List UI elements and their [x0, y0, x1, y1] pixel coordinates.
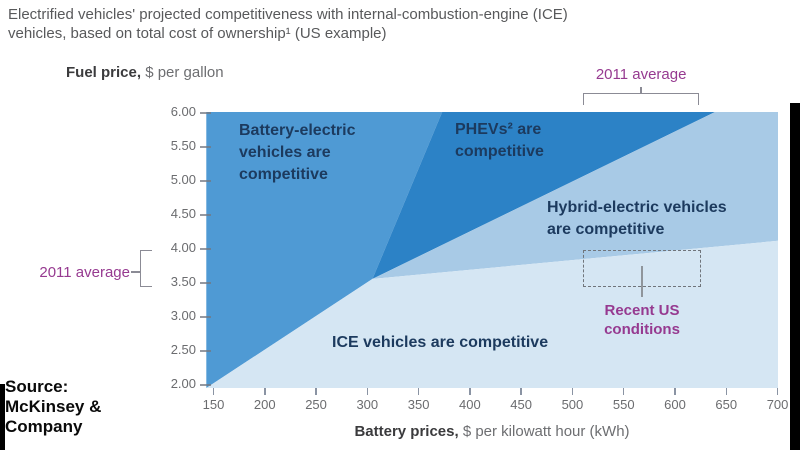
region-hybrid: [372, 112, 778, 279]
x-tick-mark: [520, 388, 522, 395]
chart-title: Electrified vehicles' projected competit…: [8, 6, 758, 43]
x-axis-title-bold: Battery prices,: [354, 423, 459, 440]
y-tick-label: 3.50: [170, 274, 196, 289]
y-axis-title-bold: Fuel price,: [66, 64, 142, 81]
y-tick-label: 5.00: [170, 172, 196, 187]
region-label-line: vehicles are: [239, 144, 331, 161]
x-tick-label: 450: [510, 397, 532, 412]
source-line2: McKinsey &: [5, 397, 102, 416]
x-tick-mark: [315, 388, 317, 395]
chart-title-line1: Electrified vehicles' projected competit…: [8, 6, 568, 23]
source-line3: Company: [5, 417, 83, 436]
region-label-line: are competitive: [547, 221, 665, 238]
x-tick-mark: [469, 388, 471, 395]
region-label-phev: PHEVs² are competitive: [455, 119, 544, 163]
bracket-nub-top: [640, 87, 642, 94]
x-tick-mark: [417, 388, 420, 395]
video-artifact-bar-right: [790, 103, 800, 450]
region-label-hybrid: Hybrid-electric vehicles are competitive: [547, 197, 727, 241]
y-tick-mark: [200, 316, 211, 318]
x-tick-mark: [622, 388, 625, 395]
y-tick-label: 5.50: [170, 138, 196, 153]
annotation-2011-average-battery: 2011 average: [595, 66, 687, 83]
x-tick-mark: [776, 388, 779, 395]
source-line1: Source:: [5, 377, 69, 396]
y-axis-title-rest: $ per gallon: [141, 64, 224, 81]
x-tick-label: 250: [305, 397, 327, 412]
region-battery: [206, 112, 443, 388]
x-tick-label: 400: [459, 397, 481, 412]
x-axis-title: Battery prices, $ per kilowatt hour (kWh…: [206, 423, 778, 440]
y-tick-mark: [200, 248, 211, 250]
y-tick-label: 4.50: [170, 206, 196, 221]
recent-us-conditions-tick: [641, 266, 643, 297]
x-tick-mark: [212, 388, 215, 395]
y-axis-title: Fuel price, $ per gallon: [66, 64, 224, 81]
x-tick-label: 300: [356, 397, 379, 412]
y-tick-label: 4.00: [170, 240, 196, 255]
x-tick-mark: [725, 388, 728, 395]
bracket-2011-average-fuel: [140, 250, 152, 287]
x-tick-label: 200: [253, 397, 276, 412]
region-label-line: Hybrid-electric vehicles: [547, 199, 727, 216]
x-tick-label: 500: [561, 397, 584, 412]
video-artifact-bar-left: [0, 384, 5, 450]
y-tick-mark: [200, 146, 211, 148]
plot-area: [206, 112, 778, 388]
region-label-ice: ICE vehicles are competitive: [332, 332, 548, 354]
y-tick-label: 6.00: [170, 104, 196, 119]
recent-us-line2: conditions: [604, 321, 680, 338]
x-axis-title-rest: $ per kilowatt hour (kWh): [458, 423, 630, 440]
x-tick-label: 350: [407, 397, 430, 412]
region-label-line: Battery-electric: [239, 122, 356, 139]
y-tick-mark: [200, 180, 211, 182]
region-ice: [206, 240, 778, 388]
recent-us-line1: Recent US: [604, 302, 680, 319]
x-tick-mark: [264, 388, 266, 395]
x-tick-label: 700: [766, 397, 789, 412]
region-label-line: competitive: [239, 166, 328, 183]
x-tick-label: 550: [612, 397, 635, 412]
x-tick-mark: [571, 388, 574, 395]
source-attribution: Source: McKinsey & Company: [5, 377, 101, 437]
x-tick-label: 650: [715, 397, 738, 412]
region-label-line: ICE vehicles are competitive: [332, 334, 549, 351]
region-label-line: PHEVs² are: [455, 121, 542, 138]
y-tick-label: 2.50: [170, 342, 196, 357]
annotation-recent-us-conditions: Recent US conditions: [580, 301, 704, 339]
x-tick-label: 600: [664, 397, 686, 412]
y-tick-mark: [200, 112, 211, 114]
y-tick-label: 3.00: [170, 308, 196, 323]
y-tick-mark: [200, 350, 211, 352]
x-tick-label: 150: [202, 397, 225, 412]
bracket-nub-left: [131, 271, 140, 273]
annotation-2011-average-fuel: 2011 average: [39, 264, 130, 281]
y-tick-label: 2.00: [170, 376, 196, 391]
y-tick-mark: [200, 384, 211, 386]
area-chart: [206, 112, 778, 388]
chart-title-line2: vehicles, based on total cost of ownersh…: [8, 24, 387, 42]
region-label-battery: Battery-electric vehicles are competitive: [239, 120, 356, 186]
x-tick-mark: [674, 388, 676, 395]
region-label-line: competitive: [455, 143, 544, 160]
y-tick-mark: [200, 282, 211, 284]
y-tick-mark: [200, 214, 211, 216]
bracket-2011-average-battery: [582, 93, 699, 105]
x-tick-mark: [366, 388, 369, 395]
